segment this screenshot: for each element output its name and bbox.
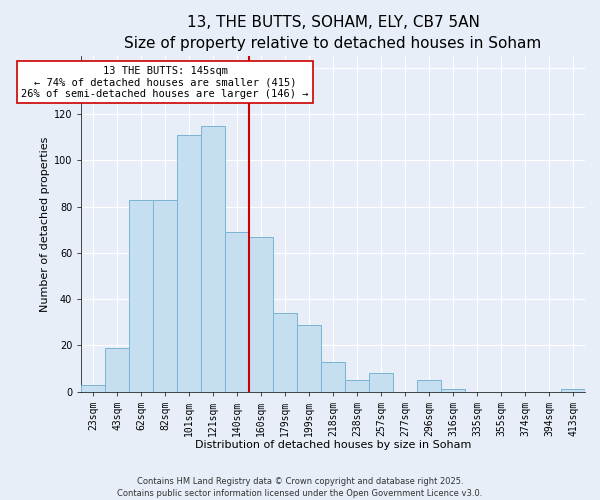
- Text: Contains HM Land Registry data © Crown copyright and database right 2025.
Contai: Contains HM Land Registry data © Crown c…: [118, 476, 482, 498]
- Bar: [225, 232, 249, 392]
- Bar: [417, 380, 441, 392]
- Y-axis label: Number of detached properties: Number of detached properties: [40, 136, 50, 312]
- Bar: [321, 362, 345, 392]
- Bar: [561, 389, 585, 392]
- Bar: [249, 236, 273, 392]
- Bar: [345, 380, 369, 392]
- Bar: [201, 126, 225, 392]
- Bar: [273, 313, 297, 392]
- Bar: [441, 389, 465, 392]
- Bar: [105, 348, 129, 392]
- Bar: [297, 324, 321, 392]
- Bar: [153, 200, 177, 392]
- X-axis label: Distribution of detached houses by size in Soham: Distribution of detached houses by size …: [195, 440, 472, 450]
- Bar: [369, 373, 393, 392]
- Bar: [129, 200, 153, 392]
- Bar: [177, 135, 201, 392]
- Text: 13 THE BUTTS: 145sqm
← 74% of detached houses are smaller (415)
26% of semi-deta: 13 THE BUTTS: 145sqm ← 74% of detached h…: [22, 66, 309, 99]
- Title: 13, THE BUTTS, SOHAM, ELY, CB7 5AN
Size of property relative to detached houses : 13, THE BUTTS, SOHAM, ELY, CB7 5AN Size …: [125, 15, 542, 51]
- Bar: [81, 384, 105, 392]
